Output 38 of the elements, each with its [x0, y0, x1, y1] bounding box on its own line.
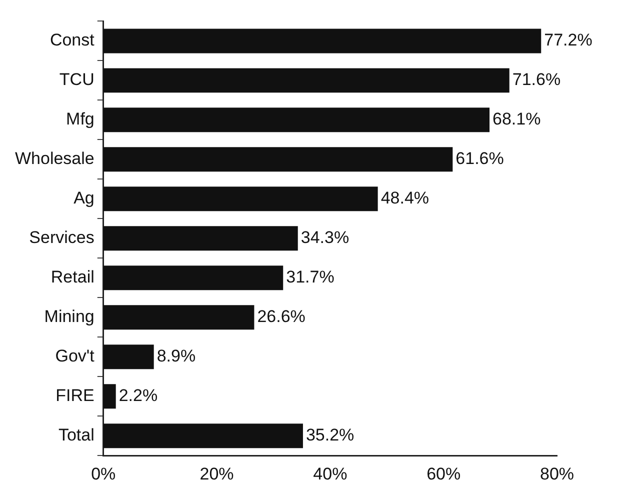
bar	[103, 108, 490, 132]
bar	[103, 147, 453, 172]
x-tick-label: 40%	[313, 464, 348, 484]
y-tick-label: TCU	[59, 70, 94, 90]
data-label: 48.4%	[380, 188, 430, 208]
y-tick-label: Retail	[50, 268, 94, 287]
bar	[103, 28, 542, 54]
y-tick-label: FIRE	[56, 386, 94, 406]
data-label: 71.6%	[512, 70, 561, 90]
data-label: 31.7%	[286, 268, 334, 287]
y-tick-label: Mfg	[66, 110, 94, 129]
data-label: 68.1%	[492, 110, 541, 129]
data-label: 34.3%	[300, 228, 350, 248]
data-label: 26.6%	[257, 307, 306, 326]
x-tick-label: 80%	[540, 464, 574, 484]
y-tick-label: Services	[29, 228, 94, 248]
data-label: 61.6%	[456, 149, 504, 168]
data-label: 77.2%	[544, 30, 592, 50]
bar	[103, 186, 378, 212]
y-tick-label: Ag	[74, 188, 94, 208]
y-tick-label: Total	[58, 426, 94, 445]
bar	[103, 344, 154, 370]
data-label: 8.9%	[156, 346, 196, 366]
bar	[103, 266, 284, 290]
y-tick-label: Wholesale	[14, 149, 94, 168]
bar	[103, 384, 116, 409]
bar	[103, 226, 298, 251]
data-label: 2.2%	[118, 386, 158, 406]
y-tick-label: Const	[50, 30, 95, 50]
x-tick-label: 0%	[91, 464, 116, 484]
x-tick-label: 60%	[426, 464, 461, 484]
y-tick-label: Mining	[44, 307, 94, 326]
bar	[103, 305, 254, 330]
x-tick-label: 20%	[200, 464, 234, 484]
bar	[103, 68, 510, 93]
y-tick-label: Gov't	[55, 346, 95, 366]
bar	[103, 424, 303, 448]
data-label: 35.2%	[306, 426, 354, 445]
